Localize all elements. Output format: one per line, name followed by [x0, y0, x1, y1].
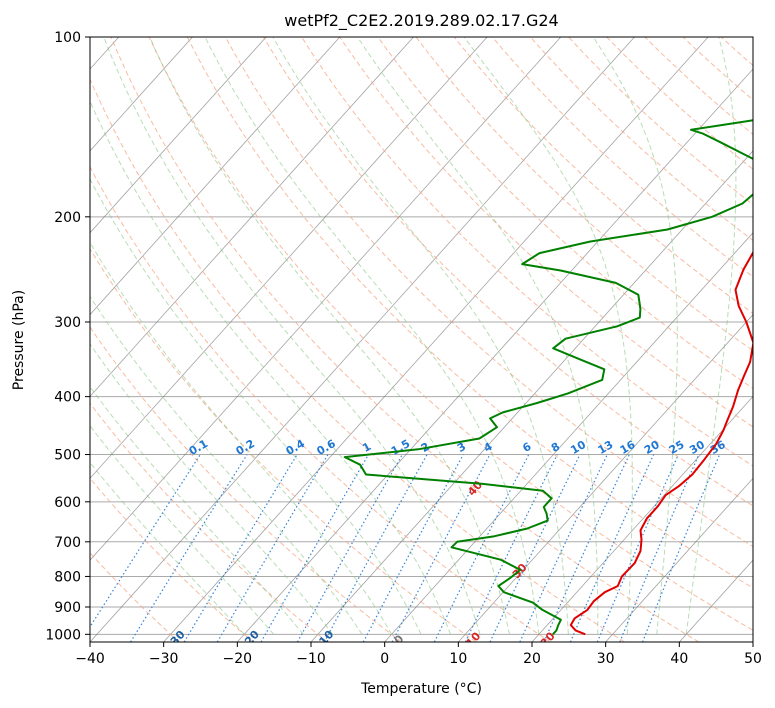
dry-adiabat-line	[90, 247, 477, 642]
isotherm-line	[310, 150, 753, 642]
moist-adiabat-line	[90, 295, 363, 635]
y-tick-label: 200	[54, 210, 81, 226]
moist-adiabat-line	[272, 37, 569, 635]
mixing-ratio-line	[90, 454, 201, 628]
dry-adiabat-line	[301, 37, 753, 467]
x-tick-label: 40	[670, 651, 688, 667]
mixing-ratio-line	[216, 454, 329, 642]
mixing-ratio-line	[296, 454, 403, 642]
dry-adiabat-line	[224, 37, 753, 548]
dry-adiabat-line	[263, 37, 753, 507]
moist-adiabat-line	[90, 461, 245, 635]
mixing-ratio-line	[519, 454, 608, 642]
y-tick-label: 900	[54, 600, 81, 616]
dry-adiabat-line	[339, 37, 753, 428]
moist-adiabat-line	[592, 37, 678, 635]
y-tick-label: 100	[54, 30, 81, 46]
mixing-ratio-line	[489, 454, 581, 642]
isotherm-line	[90, 37, 488, 479]
y-axis: 100 200 300 400 500 600 700 800 900 1000	[45, 30, 90, 643]
profiles	[343, 119, 753, 636]
isotherm-line	[531, 395, 753, 642]
dry-adiabat-line	[110, 37, 700, 642]
y-tick-label: 1000	[45, 627, 81, 643]
isotherm-line	[458, 313, 753, 642]
moist-adiabat-line	[90, 241, 393, 635]
x-tick-label: −10	[296, 651, 326, 667]
mixing-ratio-line	[183, 454, 298, 642]
mixing-ratio-line	[362, 454, 464, 642]
dry-adiabat-line	[453, 37, 753, 315]
isotherm-line	[90, 37, 341, 316]
moist-adiabat-line	[90, 99, 451, 635]
dry-adiabat-label: 0	[392, 632, 407, 647]
mixing-ratio-line	[619, 454, 700, 642]
x-axis-title: Temperature (°C)	[360, 681, 482, 697]
y-tick-label: 500	[54, 448, 81, 464]
mixing-ratio-line	[543, 454, 630, 642]
dry-adiabat-line	[530, 37, 753, 242]
dry-adiabat-line	[606, 37, 753, 170]
isotherm-line	[90, 37, 267, 234]
x-axis: −40 −30 −20 −10 0 10 20 30 40 50	[75, 642, 762, 667]
moist-adiabat-line	[204, 37, 540, 635]
dewpoint-profile-line	[343, 119, 753, 635]
x-tick-label: 0	[380, 651, 389, 667]
moist-adiabat-line	[90, 177, 422, 635]
x-tick-label: 50	[744, 651, 762, 667]
isotherm-line	[90, 37, 193, 152]
plot-frame	[89, 36, 754, 643]
moist-adiabat-line	[103, 37, 481, 635]
y-tick-label: 800	[54, 569, 81, 585]
isotherm-line	[605, 477, 753, 642]
x-tick-label: −30	[149, 651, 179, 667]
dry-adiabat-line	[90, 165, 551, 642]
x-tick-label: 20	[523, 651, 541, 667]
moist-adiabat-line	[357, 37, 599, 635]
moist-adiabat-line	[685, 37, 737, 635]
dry-adiabat-line	[90, 477, 254, 642]
x-tick-label: 10	[449, 651, 467, 667]
moist-adiabat-line	[90, 425, 275, 635]
moist-adiabat-line	[149, 37, 510, 635]
y-tick-label: 600	[54, 495, 81, 511]
isotherm-line	[90, 37, 562, 561]
x-tick-label: −40	[75, 651, 105, 667]
y-tick-label: 300	[54, 315, 81, 331]
x-tick-label: 30	[597, 651, 615, 667]
x-tick-label: −20	[223, 651, 253, 667]
moist-adiabat-line	[90, 385, 304, 635]
y-axis-title: Pressure (hPa)	[11, 290, 27, 390]
isotherm-line	[384, 232, 753, 642]
temperature-profile-line	[569, 250, 753, 636]
chart-title: wetPf2_C2E2.2019.289.02.17.G24	[284, 11, 558, 31]
isotherm-line	[90, 37, 414, 398]
dry-adiabat-line	[186, 37, 753, 589]
dry-adiabat-line	[90, 402, 328, 642]
y-tick-label: 400	[54, 390, 81, 406]
mixing-ratio-line	[642, 454, 721, 642]
dry-adiabat-line	[148, 37, 753, 631]
y-tick-label: 700	[54, 535, 81, 551]
dry-adiabat-line	[415, 37, 753, 352]
background-lines	[90, 37, 753, 642]
plot-area: 0.10.20.40.611.52346810131620253036-100-…	[90, 37, 753, 647]
dry-adiabat-line	[90, 78, 625, 642]
mixing-ratio-line	[596, 454, 679, 642]
mixing-ratio-line	[260, 454, 370, 642]
moist-adiabat-line	[463, 37, 633, 635]
isotherm-line	[237, 68, 753, 642]
mixing-ratio-line	[569, 454, 655, 642]
